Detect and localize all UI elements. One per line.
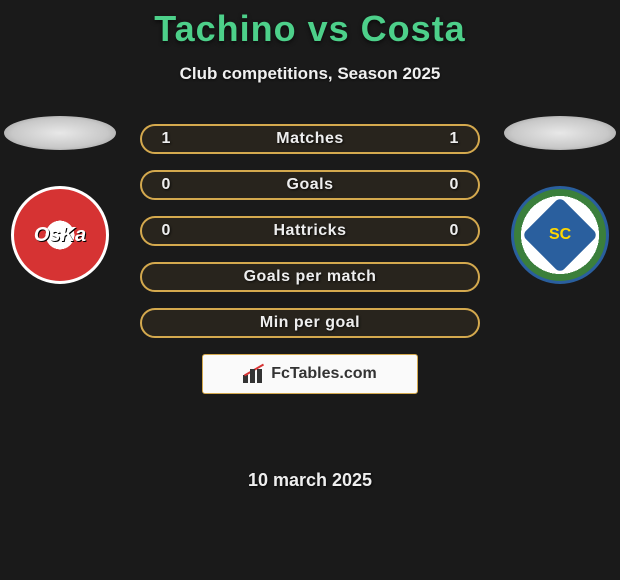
stat-right-value: 0 bbox=[444, 222, 464, 240]
stat-row-matches: 1 Matches 1 bbox=[140, 124, 480, 154]
stat-right-value: 0 bbox=[444, 176, 464, 194]
page-title: Tachino vs Costa bbox=[0, 8, 620, 50]
team-badge-right: SC bbox=[511, 186, 609, 284]
stat-left-value: 0 bbox=[156, 222, 176, 240]
stat-row-goals-per-match: Goals per match bbox=[140, 262, 480, 292]
stat-row-hattricks: 0 Hattricks 0 bbox=[140, 216, 480, 246]
stat-left-value: 1 bbox=[156, 130, 176, 148]
stat-label: Goals bbox=[287, 176, 334, 194]
stat-left-value: 0 bbox=[156, 176, 176, 194]
stat-label: Min per goal bbox=[260, 314, 360, 332]
stat-right-value: 1 bbox=[444, 130, 464, 148]
stat-label: Hattricks bbox=[274, 222, 347, 240]
bar-chart-icon bbox=[243, 365, 265, 383]
stat-row-goals: 0 Goals 0 bbox=[140, 170, 480, 200]
player-right-silhouette bbox=[504, 116, 616, 150]
watermark-text: FcTables.com bbox=[271, 365, 377, 383]
player-right-column: SC bbox=[500, 112, 620, 284]
watermark[interactable]: FcTables.com bbox=[202, 354, 418, 394]
infographic-container: Tachino vs Costa Club competitions, Seas… bbox=[0, 0, 620, 491]
team-badge-right-text: SC bbox=[549, 226, 571, 244]
date-label: 10 march 2025 bbox=[0, 470, 620, 491]
player-left-silhouette bbox=[4, 116, 116, 150]
player-left-column: OsKa bbox=[0, 112, 120, 284]
stat-label: Goals per match bbox=[244, 268, 377, 286]
stat-label: Matches bbox=[276, 130, 344, 148]
stat-row-min-per-goal: Min per goal bbox=[140, 308, 480, 338]
team-badge-left: OsKa bbox=[11, 186, 109, 284]
team-badge-right-inner: SC bbox=[522, 197, 598, 273]
page-subtitle: Club competitions, Season 2025 bbox=[0, 64, 620, 84]
main-area: OsKa SC 1 Matches 1 0 Goals 0 0 bbox=[0, 112, 620, 452]
stats-block: 1 Matches 1 0 Goals 0 0 Hattricks 0 Goal… bbox=[140, 124, 480, 394]
team-badge-left-text: OsKa bbox=[34, 224, 86, 247]
